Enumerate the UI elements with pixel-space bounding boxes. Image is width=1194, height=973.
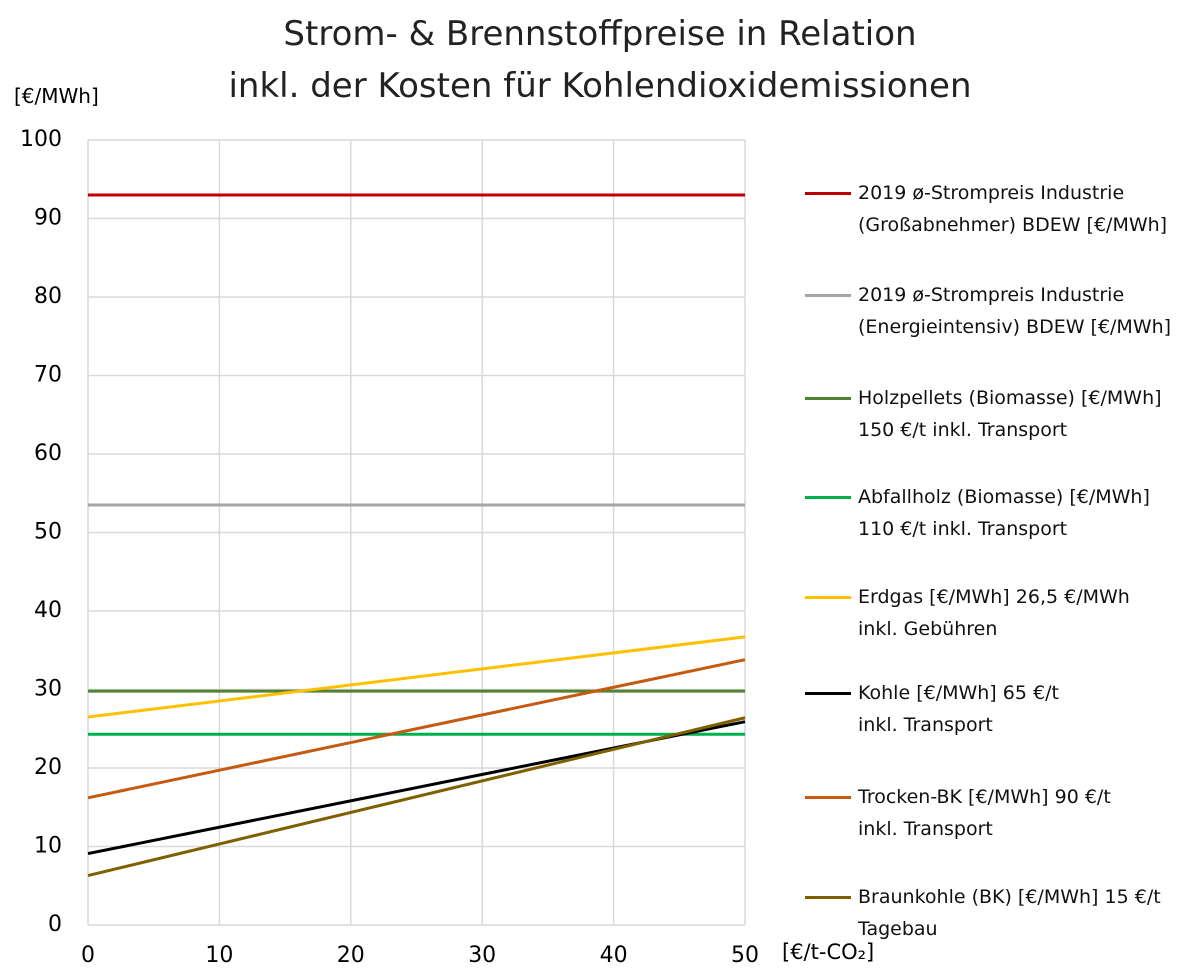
y-tick-label: 0 xyxy=(48,912,62,937)
x-tick-label: 0 xyxy=(81,943,95,968)
legend-swatch xyxy=(805,294,851,297)
y-tick-label: 70 xyxy=(34,363,62,388)
x-axis-label: [€/t-CO₂] xyxy=(782,940,875,964)
legend-swatch xyxy=(805,397,851,400)
legend-item: 2019 ø-Strompreis Industrie (Großabnehme… xyxy=(805,177,1167,241)
legend-label: Holzpellets (Biomasse) [€/MWh] 150 €/t i… xyxy=(858,387,1162,441)
legend-swatch xyxy=(805,796,851,799)
y-tick-label: 30 xyxy=(34,677,62,702)
y-tick-label: 90 xyxy=(34,206,62,231)
legend-label: Trocken-BK [€/MWh] 90 €/t inkl. Transpor… xyxy=(858,786,1111,840)
x-tick-label: 20 xyxy=(337,943,365,968)
legend-item: Holzpellets (Biomasse) [€/MWh] 150 €/t i… xyxy=(805,382,1162,446)
y-axis-label: [€/MWh] xyxy=(14,84,99,108)
y-tick-label: 10 xyxy=(34,834,62,859)
chart-title: Strom- & Brennstoffpreise in Relation in… xyxy=(228,14,972,106)
y-tick-label: 80 xyxy=(34,284,62,309)
legend-label: Braunkohle (BK) [€/MWh] 15 €/t Tagebau xyxy=(858,886,1161,940)
legend-label: Kohle [€/MWh] 65 €/t inkl. Transport xyxy=(858,682,1059,736)
legend-item: 2019 ø-Strompreis Industrie (Energieinte… xyxy=(805,279,1171,343)
x-tick-label: 40 xyxy=(600,943,628,968)
y-tick-label: 60 xyxy=(34,441,62,466)
x-tick-label: 50 xyxy=(731,943,759,968)
x-tick-label: 10 xyxy=(205,943,233,968)
x-tick-label: 30 xyxy=(468,943,496,968)
legend-item: Kohle [€/MWh] 65 €/t inkl. Transport xyxy=(805,677,1059,741)
legend-label: Erdgas [€/MWh] 26,5 €/MWh inkl. Gebühren xyxy=(858,586,1130,640)
series-line xyxy=(87,658,746,800)
legend-item: Abfallholz (Biomasse) [€/MWh] 110 €/t in… xyxy=(805,481,1150,545)
series-line xyxy=(87,716,746,878)
legend-swatch xyxy=(805,192,851,195)
legend-item: Braunkohle (BK) [€/MWh] 15 €/t Tagebau xyxy=(805,881,1161,945)
y-tick-label: 40 xyxy=(34,598,62,623)
legend-swatch xyxy=(805,692,851,695)
legend-item: Erdgas [€/MWh] 26,5 €/MWh inkl. Gebühren xyxy=(805,581,1130,645)
y-tick-label: 100 xyxy=(20,127,62,152)
series-line xyxy=(87,635,746,719)
y-tick-label: 20 xyxy=(34,755,62,780)
legend-label: 2019 ø-Strompreis Industrie (Energieinte… xyxy=(858,284,1172,338)
legend-swatch xyxy=(805,496,851,499)
legend-swatch xyxy=(805,596,851,599)
legend-swatch xyxy=(805,896,851,899)
legend-label: Abfallholz (Biomasse) [€/MWh] 110 €/t in… xyxy=(858,486,1150,540)
y-tick-label: 50 xyxy=(34,520,62,545)
legend-label: 2019 ø-Strompreis Industrie (Großabnehme… xyxy=(858,182,1168,236)
legend-item: Trocken-BK [€/MWh] 90 €/t inkl. Transpor… xyxy=(805,781,1111,845)
